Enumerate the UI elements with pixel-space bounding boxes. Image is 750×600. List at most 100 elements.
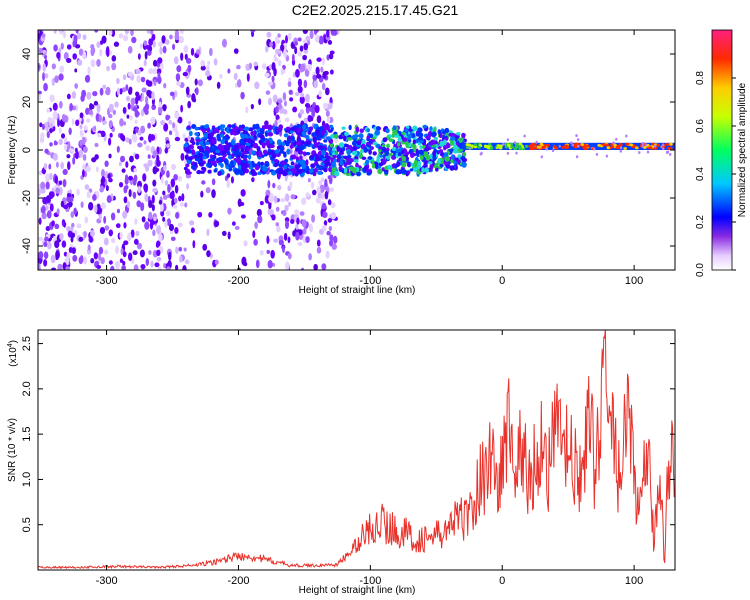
spectral-point	[180, 152, 185, 161]
spectral-point	[169, 91, 175, 97]
colorbar	[711, 29, 733, 271]
spectral-point	[164, 219, 168, 228]
spectral-point	[487, 146, 491, 150]
spectral-point	[174, 227, 179, 234]
spectral-point	[254, 164, 260, 171]
spectral-point	[261, 144, 266, 149]
spectral-point	[448, 148, 454, 152]
spectral-point	[245, 142, 251, 147]
spectral-point	[96, 264, 102, 270]
spectral-point	[58, 186, 63, 196]
spectral-point	[226, 173, 231, 178]
spectral-point	[400, 168, 405, 174]
spectral-point	[111, 237, 116, 244]
spectral-point	[151, 105, 156, 111]
spectral-point	[351, 150, 358, 156]
spectral-point	[148, 211, 153, 220]
spectral-point	[146, 44, 150, 50]
spectral-point	[353, 134, 360, 138]
spectral-point	[325, 87, 330, 96]
spectral-point	[54, 75, 59, 83]
spectral-point	[151, 91, 155, 101]
spectral-point	[255, 123, 260, 129]
spectral-point	[174, 112, 180, 119]
spectral-point	[38, 93, 41, 102]
spectral-point	[126, 114, 130, 119]
spectral-point	[66, 57, 72, 63]
spectral-point	[191, 93, 196, 103]
spectral-point	[99, 87, 104, 96]
spectral-point	[442, 129, 446, 135]
spectral-point	[201, 180, 206, 185]
spectral-point	[232, 221, 236, 226]
spectral-point	[79, 255, 84, 263]
spectral-point	[669, 147, 673, 151]
spectral-point	[80, 130, 84, 138]
spectral-point	[396, 142, 401, 147]
spectral-point	[294, 164, 300, 171]
spectral-point	[386, 147, 390, 152]
spectral-point	[524, 144, 529, 148]
spectral-point	[275, 114, 280, 121]
spectral-point	[152, 188, 158, 193]
spectral-point	[225, 134, 229, 138]
spectral-point	[84, 184, 90, 190]
spectral-point	[217, 171, 222, 176]
spectral-point	[318, 90, 323, 98]
spectral-point	[183, 143, 189, 148]
spectral-point	[283, 158, 289, 163]
spectral-point	[145, 257, 150, 266]
spectral-point	[300, 92, 305, 98]
spectral-point	[221, 230, 227, 236]
spectral-point	[296, 217, 300, 225]
spectral-point	[388, 152, 393, 157]
spectral-point	[355, 126, 360, 133]
spectral-point	[282, 209, 287, 217]
spectral-point	[366, 142, 372, 146]
spectral-point	[376, 155, 381, 162]
spectral-point	[316, 186, 321, 194]
spectral-point	[448, 132, 453, 137]
spectral-point	[158, 199, 163, 205]
spectral-point	[38, 188, 41, 197]
spectral-point	[266, 249, 270, 254]
spectral-point	[282, 108, 288, 115]
spectral-point	[573, 145, 578, 149]
spectral-point	[201, 166, 206, 171]
spectral-point	[571, 143, 574, 147]
spectral-point	[257, 151, 263, 158]
spectral-point	[489, 146, 494, 150]
spectral-point	[195, 141, 200, 146]
spectral-point	[202, 155, 207, 160]
spectral-point	[149, 220, 154, 230]
spectral-point	[38, 236, 43, 241]
spectral-point	[175, 73, 181, 82]
spectral-point	[401, 149, 405, 155]
spectral-point	[289, 97, 294, 102]
spectral-point	[49, 122, 54, 129]
spectral-point	[140, 263, 146, 270]
spectral-point	[267, 208, 272, 216]
spectral-point	[499, 144, 503, 148]
spectral-point	[376, 126, 381, 131]
spectral-point	[96, 59, 101, 67]
spectral-point	[558, 144, 561, 148]
spectral-point	[618, 142, 623, 146]
spectral-point	[302, 39, 308, 44]
spectral-point	[574, 142, 579, 146]
spectral-point	[107, 173, 111, 179]
spectral-point	[314, 30, 317, 35]
spectral-point	[43, 251, 49, 260]
spectral-point	[65, 266, 71, 270]
spectral-point	[366, 128, 370, 133]
spectral-point	[68, 202, 73, 208]
spectral-point	[285, 261, 290, 270]
spectral-point	[329, 187, 334, 192]
spectral-point	[288, 89, 293, 95]
spectral-point	[427, 161, 433, 165]
spectral-point	[423, 162, 428, 169]
spectral-point	[585, 144, 590, 148]
spectral-point	[268, 124, 273, 131]
spectral-point	[144, 221, 150, 230]
spectral-point	[60, 133, 66, 139]
